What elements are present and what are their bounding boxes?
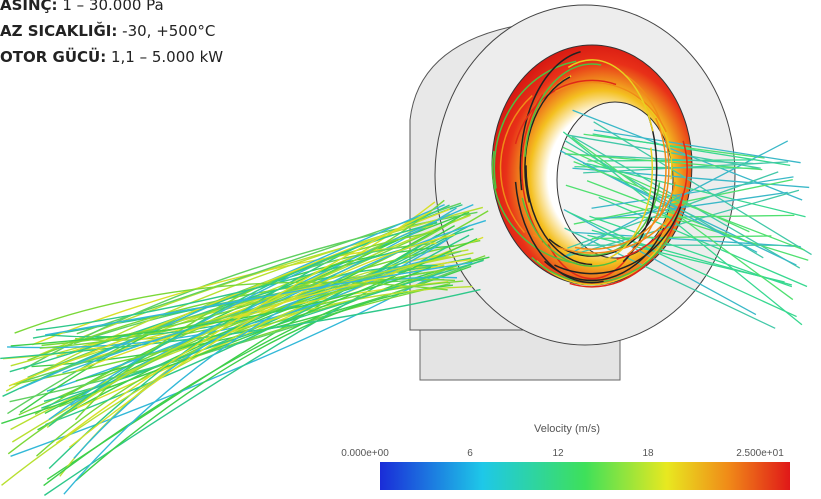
spec-value: 1 – 30.000 Pa: [62, 0, 163, 14]
page: Velocity (m/s) 0.000e+00 6 12 18 2.500e+…: [0, 0, 821, 499]
colorbar-title: Velocity (m/s): [534, 423, 600, 435]
spec-row: AZ SICAKLIĞI: -30, +500°C: [0, 18, 223, 44]
colorbar-label: 18: [642, 448, 654, 459]
colorbar-label: 6: [467, 448, 473, 459]
spec-value: 1,1 – 5.000 kW: [111, 48, 223, 66]
spec-label: AZ SICAKLIĞI:: [0, 22, 117, 40]
spec-row: ASINÇ: 1 – 30.000 Pa: [0, 0, 223, 18]
colorbar-label: 12: [552, 448, 564, 459]
spec-row: OTOR GÜCÜ: 1,1 – 5.000 kW: [0, 44, 223, 70]
colorbar: [380, 462, 790, 490]
cfd-figure: Velocity (m/s) 0.000e+00 6 12 18 2.500e+…: [0, 0, 821, 499]
colorbar-label: 2.500e+01: [736, 448, 784, 459]
colorbar-label: 0.000e+00: [341, 448, 389, 459]
spec-label: ASINÇ:: [0, 0, 58, 14]
fan-housing: [410, 5, 735, 380]
spec-value: -30, +500°C: [122, 22, 215, 40]
spec-list: ASINÇ: 1 – 30.000 Pa AZ SICAKLIĞI: -30, …: [0, 0, 223, 70]
spec-label: OTOR GÜCÜ:: [0, 48, 106, 66]
